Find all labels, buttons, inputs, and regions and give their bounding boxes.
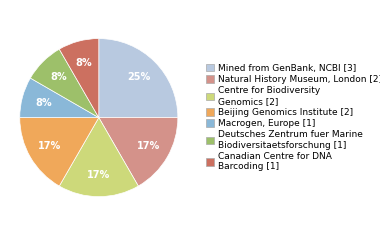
Legend: Mined from GenBank, NCBI [3], Natural History Museum, London [2], Centre for Bio: Mined from GenBank, NCBI [3], Natural Hi… [206,64,380,171]
Wedge shape [59,39,99,118]
Wedge shape [30,49,99,118]
Text: 17%: 17% [136,141,160,151]
Text: 8%: 8% [76,58,92,68]
Wedge shape [99,39,178,118]
Wedge shape [59,118,138,197]
Text: 25%: 25% [127,72,150,82]
Wedge shape [99,118,178,186]
Text: 17%: 17% [87,169,111,180]
Text: 17%: 17% [38,141,61,151]
Text: 8%: 8% [35,98,52,108]
Wedge shape [20,78,99,118]
Wedge shape [20,118,99,186]
Text: 8%: 8% [50,72,67,82]
